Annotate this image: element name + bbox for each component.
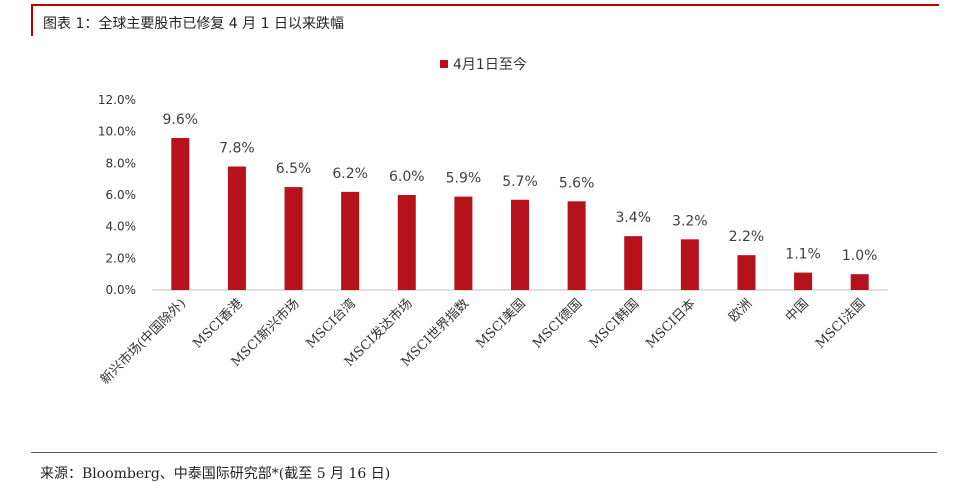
y-tick-label: 4.0% <box>106 220 137 234</box>
y-tick-label: 10.0% <box>98 125 136 139</box>
data-label: 6.2% <box>332 166 368 182</box>
data-label: 1.1% <box>785 247 821 263</box>
data-label: 2.2% <box>729 229 765 245</box>
y-tick-label: 8.0% <box>106 156 137 170</box>
bar <box>227 166 246 290</box>
x-category-label: 中国 <box>783 296 812 325</box>
data-label: 3.4% <box>615 210 651 226</box>
y-tick-label: 0.0% <box>106 283 137 297</box>
data-label: 5.7% <box>502 174 538 190</box>
x-category-label: MSCI香港 <box>190 296 245 351</box>
legend-swatch <box>440 60 448 68</box>
footer-rule <box>31 452 937 453</box>
x-category-label: MSCI台湾 <box>303 296 359 352</box>
bar <box>567 201 586 290</box>
bar-chart: 0.0% 2.0% 4.0% 6.0% 8.0% 10.0% 12.0% 9.6% 新兴市场(中… <box>97 93 888 388</box>
data-label: 9.6% <box>163 112 199 128</box>
bar <box>284 187 303 290</box>
source-note: 来源：Bloomberg、中泰国际研究部*(截至 5 月 16 日) <box>40 466 391 482</box>
x-category-label: MSCI美国 <box>473 296 528 351</box>
bar <box>341 191 360 290</box>
data-label: 6.0% <box>389 169 425 185</box>
data-label: 6.5% <box>276 161 312 177</box>
x-category-label: MSCI法国 <box>813 296 868 351</box>
bar <box>794 272 813 290</box>
x-category-label: MSCI日本 <box>643 296 698 351</box>
bar <box>511 199 529 290</box>
bar <box>397 195 416 290</box>
data-label: 7.8% <box>219 141 255 157</box>
title-frame: 图表 1：全球主要股市已修复 4 月 1 日以来跌幅 <box>31 4 939 36</box>
data-label: 3.2% <box>672 213 708 229</box>
y-tick-label: 2.0% <box>106 251 137 265</box>
y-tick-label: 6.0% <box>106 188 137 202</box>
x-category-label: 新兴市场(中国除外) <box>97 296 189 388</box>
data-label: 5.6% <box>559 175 595 191</box>
page-title: 图表 1：全球主要股市已修复 4 月 1 日以来跌幅 <box>43 16 344 32</box>
x-category-label: MSCI德国 <box>530 296 585 351</box>
data-label: 1.0% <box>842 248 878 264</box>
legend-label: 4月1日至今 <box>453 57 527 73</box>
data-label: 5.9% <box>446 171 482 187</box>
y-tick-label: 12.0% <box>98 93 136 107</box>
bar <box>454 196 473 290</box>
bar <box>171 138 190 290</box>
bar <box>850 274 869 290</box>
chart-legend: 4月1日至今 <box>440 56 527 73</box>
bar <box>680 239 699 290</box>
bar <box>737 255 756 290</box>
x-category-label: MSCI韩国 <box>587 296 642 351</box>
bar <box>624 236 643 290</box>
x-category-label: 欧洲 <box>726 296 755 325</box>
